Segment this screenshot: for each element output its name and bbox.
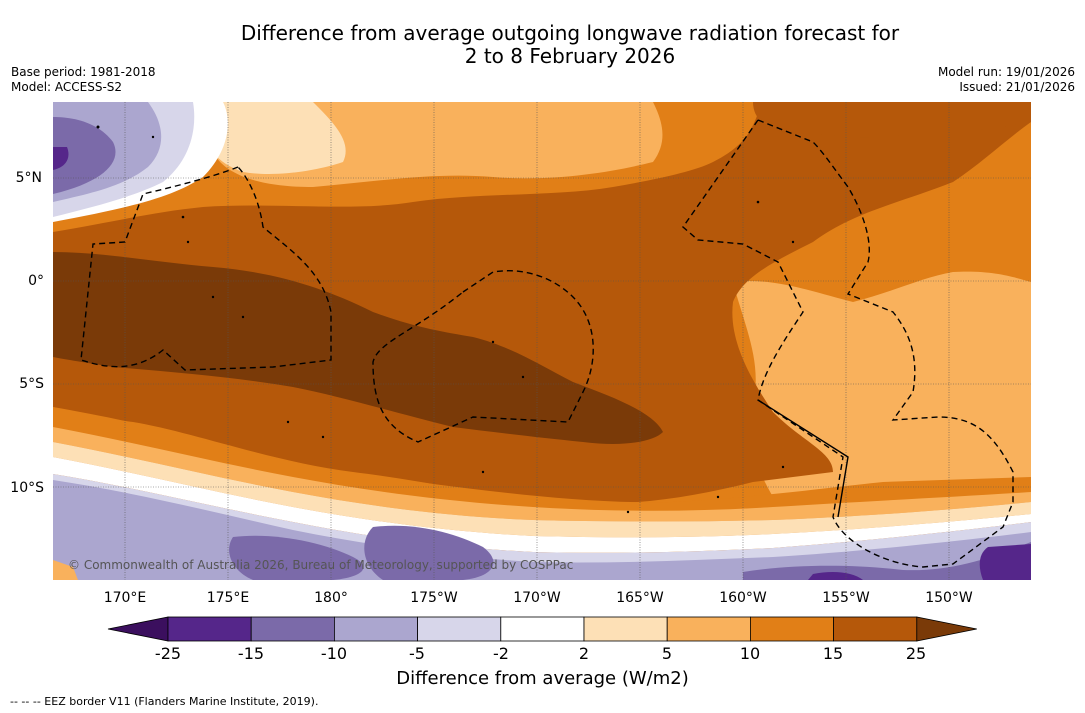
cb-tick-25: 25 bbox=[905, 644, 927, 663]
lon-label-170w: 170°W bbox=[513, 590, 561, 606]
cb-tick-m5: -5 bbox=[409, 644, 425, 663]
colorbar-extend-high bbox=[916, 616, 977, 642]
island-marks bbox=[96, 125, 795, 514]
model-name: Model: ACCESS-S2 bbox=[11, 80, 123, 94]
cb-tick-2: 2 bbox=[578, 644, 590, 663]
colorbar-extend-low bbox=[107, 616, 169, 642]
region-neg-south-5 bbox=[743, 542, 1031, 580]
lon-label-165w: 165°W bbox=[616, 590, 664, 606]
cb-tick-15: 15 bbox=[822, 644, 844, 663]
lat-label-5s: 5°S bbox=[19, 376, 44, 392]
colorbar-segment bbox=[250, 616, 335, 642]
cb-tick-m15: -15 bbox=[237, 644, 265, 663]
colorbar-segment bbox=[750, 616, 835, 642]
region-neg-south-3 bbox=[229, 535, 364, 580]
lat-label-0: 0° bbox=[28, 273, 44, 289]
lon-label-160w: 160°W bbox=[719, 590, 767, 606]
cb-tick-5: 5 bbox=[661, 644, 673, 663]
lon-label-175w: 175°W bbox=[410, 590, 458, 606]
map-title-line1: Difference from average outgoing longwav… bbox=[240, 21, 900, 45]
colorbar-segment bbox=[833, 616, 918, 642]
colorbar-segment bbox=[333, 616, 418, 642]
region-neutral-south bbox=[53, 457, 1031, 553]
base-period: Base period: 1981-2018 bbox=[11, 65, 156, 79]
colorbar-segment bbox=[167, 616, 252, 642]
model-run: Model run: 19/01/2026 bbox=[937, 65, 1075, 79]
issued-date: Issued: 21/01/2026 bbox=[959, 80, 1075, 94]
region-neg-south-7 bbox=[808, 572, 863, 580]
region-neg-nw-3 bbox=[53, 117, 116, 194]
map-svg bbox=[53, 102, 1031, 580]
cb-tick-10: 10 bbox=[739, 644, 761, 663]
colorbar bbox=[107, 616, 977, 642]
copyright-notice: © Commonwealth of Australia 2026, Bureau… bbox=[68, 558, 574, 572]
eez-footnote: -- -- -- EEZ border V11 (Flanders Marine… bbox=[10, 695, 319, 708]
colorbar-title: Difference from average (W/m2) bbox=[396, 668, 689, 689]
region-10-15-south bbox=[53, 407, 1031, 511]
lon-label-180: 180° bbox=[314, 590, 348, 606]
colorbar-segment bbox=[666, 616, 751, 642]
region-2-5-north bbox=[203, 102, 346, 174]
cb-tick-m2: -2 bbox=[493, 644, 509, 663]
lat-label-5n: 5°N bbox=[15, 170, 42, 186]
colorbar-segment bbox=[583, 616, 668, 642]
region-neg-south-6 bbox=[979, 544, 1031, 580]
eez-borders bbox=[80, 119, 1014, 568]
region-5-10-south bbox=[53, 427, 1031, 522]
graticule bbox=[53, 102, 1031, 580]
region-15-25-ne bbox=[753, 102, 1031, 138]
region-neg-south-4 bbox=[364, 525, 494, 580]
colorbar-segment bbox=[500, 616, 585, 642]
lon-label-150w: 150°W bbox=[925, 590, 973, 606]
region-gt-25 bbox=[53, 252, 663, 444]
region-sw-corner bbox=[53, 560, 78, 580]
map-title-line2: 2 to 8 February 2026 bbox=[464, 44, 676, 68]
region-15-25 bbox=[53, 102, 1031, 504]
lon-label-155w: 155°W bbox=[822, 590, 870, 606]
lon-label-175e: 175°E bbox=[206, 590, 250, 606]
lon-label-170e: 170°E bbox=[103, 590, 147, 606]
cb-tick-m10: -10 bbox=[320, 644, 348, 663]
eez-border-solid bbox=[757, 399, 849, 518]
olr-anomaly-map bbox=[53, 102, 1031, 580]
region-neg-nw-4 bbox=[53, 147, 69, 170]
colorbar-segment bbox=[417, 616, 502, 642]
region-2-5-south bbox=[53, 442, 1031, 538]
cb-tick-m25: -25 bbox=[154, 644, 182, 663]
lat-label-10s: 10°S bbox=[10, 480, 44, 496]
